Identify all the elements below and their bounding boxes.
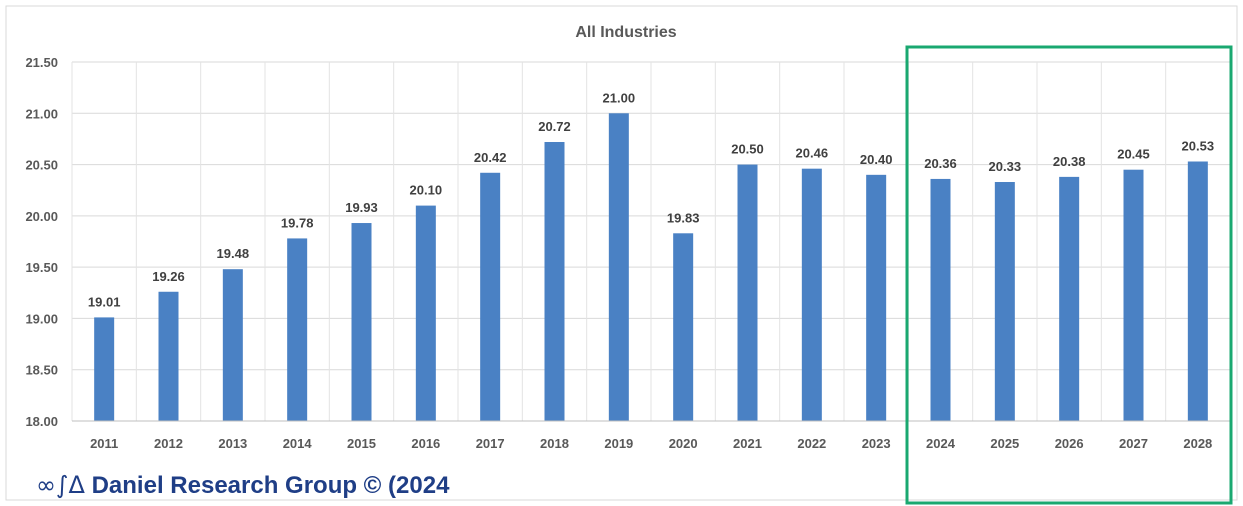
data-label: 20.46 <box>796 146 829 161</box>
bar <box>544 142 565 421</box>
data-label: 20.33 <box>989 159 1022 174</box>
x-tick-label: 2021 <box>733 436 762 451</box>
x-tick-label: 2023 <box>862 436 891 451</box>
bar <box>737 164 758 422</box>
x-tick-label: 2017 <box>476 436 505 451</box>
x-tick-label: 2028 <box>1183 436 1212 451</box>
x-tick-label: 2022 <box>797 436 826 451</box>
x-tick-label: 2026 <box>1055 436 1084 451</box>
x-tick-label: 2011 <box>90 436 118 451</box>
bar <box>415 205 436 421</box>
x-tick-label: 2012 <box>154 436 183 451</box>
y-tick-label: 21.50 <box>25 55 58 70</box>
x-tick-label: 2020 <box>669 436 698 451</box>
y-tick-label: 19.00 <box>25 311 58 326</box>
data-label: 19.26 <box>152 269 185 284</box>
data-label: 19.48 <box>217 246 250 261</box>
data-label: 20.36 <box>924 156 957 171</box>
bar <box>801 168 822 421</box>
bars <box>94 113 1208 422</box>
x-tick-label: 2013 <box>218 436 247 451</box>
x-tick-label: 2024 <box>926 436 956 451</box>
data-labels: 19.01 19.26 19.48 19.78 19.93 20.10 20.42 20.72… <box>88 90 1214 309</box>
bar <box>673 233 694 421</box>
forecast-highlight-box <box>905 45 1233 505</box>
data-label: 21.00 <box>603 90 636 105</box>
bar <box>480 172 501 421</box>
data-label: 20.50 <box>731 142 764 157</box>
bar <box>1123 169 1144 421</box>
data-label: 19.83 <box>667 210 700 225</box>
y-tick-label: 18.50 <box>25 363 58 378</box>
y-tick-label: 20.00 <box>25 209 58 224</box>
data-label: 19.93 <box>345 200 378 215</box>
bar <box>1187 161 1208 421</box>
data-label: 19.01 <box>88 294 121 309</box>
y-tick-label: 20.50 <box>25 158 58 173</box>
credit-text: Daniel Research Group © (2024 <box>91 472 450 499</box>
bar <box>287 238 308 421</box>
data-label: 19.78 <box>281 215 314 230</box>
bar <box>866 174 887 421</box>
bar <box>158 291 179 421</box>
bar <box>608 113 629 422</box>
y-tick-label: 21.00 <box>25 106 58 121</box>
copyright-credit: ∞∫Δ Daniel Research Group © (2024 <box>36 470 458 501</box>
x-tick-label: 2018 <box>540 436 569 451</box>
data-label: 20.45 <box>1117 147 1150 162</box>
x-tick-label: 2014 <box>283 436 313 451</box>
axes: 18.00 18.50 19.00 19.50 20.00 20.50 21.00 21.50… <box>25 55 1230 451</box>
x-tick-label: 2025 <box>990 436 1019 451</box>
bar <box>351 223 372 421</box>
data-label: 20.40 <box>860 152 893 167</box>
bar <box>994 182 1015 421</box>
x-tick-label: 2019 <box>604 436 633 451</box>
x-tick-label: 2016 <box>411 436 440 451</box>
x-tick-label: 2027 <box>1119 436 1148 451</box>
data-label: 20.72 <box>538 119 571 134</box>
bar <box>1059 176 1080 421</box>
y-tick-label: 19.50 <box>25 260 58 275</box>
x-tick-label: 2015 <box>347 436 376 451</box>
data-label: 20.53 <box>1182 138 1215 153</box>
chart-title: All Industries <box>575 24 676 41</box>
data-label: 20.10 <box>410 183 443 198</box>
data-label: 20.38 <box>1053 154 1086 169</box>
data-label: 20.42 <box>474 150 507 165</box>
bar <box>222 269 243 421</box>
y-tick-label: 18.00 <box>25 414 58 429</box>
bar <box>930 178 951 421</box>
bar <box>94 317 115 421</box>
logo-symbols: ∞∫Δ <box>36 471 85 499</box>
